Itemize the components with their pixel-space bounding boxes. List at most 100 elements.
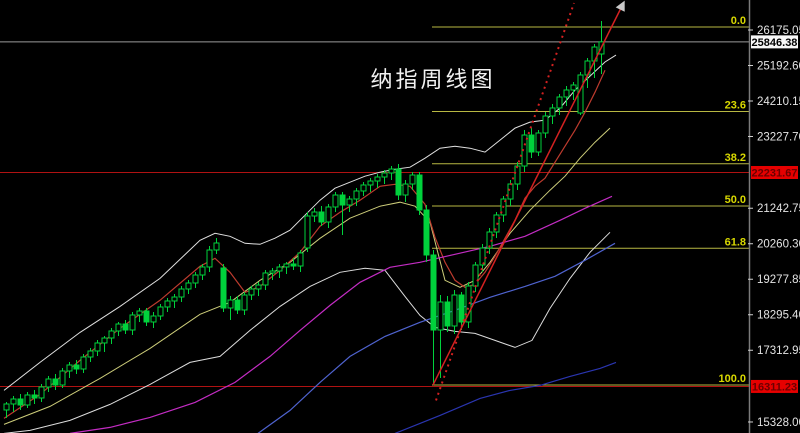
candle-up — [199, 266, 206, 276]
candle-up — [479, 247, 486, 266]
candle-up — [297, 252, 304, 267]
fib-label-0.0: 0.0 — [731, 15, 746, 27]
alert-upper-tag-label: 22231.67 — [752, 167, 798, 179]
chart-title: 纳指周线图 — [370, 67, 496, 92]
candle-up — [269, 270, 276, 274]
candle-up — [563, 89, 570, 98]
candle-down — [423, 209, 430, 256]
alert-lower-tag-label: 16311.23 — [752, 381, 797, 393]
candle-up — [276, 266, 283, 272]
candle-up — [451, 294, 458, 327]
candle-up — [171, 296, 178, 302]
candle-up — [374, 176, 381, 182]
candle-up — [185, 282, 192, 290]
candle-down — [416, 174, 423, 211]
candle-up — [94, 342, 101, 352]
candle-down — [318, 211, 325, 223]
candle-down — [528, 134, 535, 153]
ma-fast-red — [3, 69, 606, 419]
trendline-solid — [432, 5, 623, 386]
candle-up — [570, 84, 577, 91]
axis-label: 25192.60 — [757, 60, 800, 72]
candle-up — [66, 364, 73, 372]
candle-up — [262, 272, 269, 286]
candle-up — [206, 249, 213, 268]
candle-down — [143, 310, 150, 323]
current-price-tag — [751, 35, 798, 49]
candle-down — [430, 254, 437, 331]
candle-up — [178, 288, 185, 298]
candle-down — [122, 323, 129, 331]
axis-label: 19277.85 — [757, 274, 800, 286]
candle-up — [87, 350, 94, 358]
candle-up — [535, 132, 542, 153]
candle-up — [164, 300, 171, 308]
fib-label-61.8: 61.8 — [725, 236, 746, 248]
candle-up — [241, 294, 248, 311]
candle-up — [101, 337, 108, 344]
alert-upper-tag — [751, 165, 798, 179]
ma-magenta — [69, 195, 613, 433]
candle-up — [332, 194, 339, 208]
candle-up — [556, 96, 563, 109]
candle-up — [346, 198, 353, 206]
axis-label: 20260.30 — [757, 239, 800, 251]
candle-up — [136, 310, 143, 316]
candle-up — [381, 172, 388, 178]
fib-label-50.0: 50.0 — [725, 194, 746, 206]
candle-up — [325, 206, 332, 223]
candle-up — [283, 263, 290, 268]
candle-up — [157, 306, 164, 317]
candle-down — [17, 398, 24, 406]
candle-up — [3, 403, 10, 411]
candle-up — [248, 288, 255, 296]
candle-up — [409, 174, 416, 185]
candle-down — [234, 299, 241, 311]
candle-up — [10, 398, 17, 405]
trend-arrow-icon — [615, 0, 625, 12]
alert-lower-tag — [751, 379, 798, 393]
candle-up — [38, 386, 45, 399]
candle-up — [353, 190, 360, 200]
candle-up — [24, 394, 31, 406]
candle-down — [31, 394, 38, 399]
bollinger-upper — [3, 54, 617, 391]
fib-label-38.2: 38.2 — [725, 152, 746, 164]
axis-label: 21242.75 — [757, 203, 800, 215]
axis-label: 24210.15 — [757, 96, 800, 108]
candle-up — [213, 242, 220, 251]
axis-label: 23227.70 — [757, 132, 800, 144]
candle-up — [514, 165, 521, 185]
candle-down — [444, 301, 451, 327]
candle-down — [220, 267, 227, 309]
candle-up — [255, 284, 262, 290]
candle-up — [402, 183, 409, 196]
candle-up — [115, 323, 122, 332]
candle-up — [192, 274, 199, 284]
candle-up — [108, 330, 115, 339]
ma-dark-blue — [394, 361, 617, 433]
candle-up — [227, 299, 234, 309]
candle-down — [395, 168, 402, 196]
current-price-tag-label: 25846.38 — [752, 37, 798, 49]
candle-down — [73, 364, 80, 370]
axis-label: 17312.95 — [757, 345, 800, 357]
candle-down — [339, 194, 346, 206]
candle-up — [129, 314, 136, 331]
fib-label-23.6: 23.6 — [725, 99, 746, 111]
candle-up — [367, 180, 374, 186]
candle-up — [549, 107, 556, 117]
candle-up — [465, 285, 472, 323]
bollinger-middle — [3, 127, 611, 425]
axis-label: 15328.00 — [757, 417, 800, 429]
candle-up — [388, 168, 395, 174]
candle-down — [52, 378, 59, 386]
axis-label: 26175.05 — [757, 25, 800, 37]
candle-up — [304, 215, 311, 249]
candle-up — [59, 370, 66, 386]
candle-up — [45, 378, 52, 388]
trendline-dotted — [435, 2, 575, 401]
candle-up — [311, 211, 318, 217]
